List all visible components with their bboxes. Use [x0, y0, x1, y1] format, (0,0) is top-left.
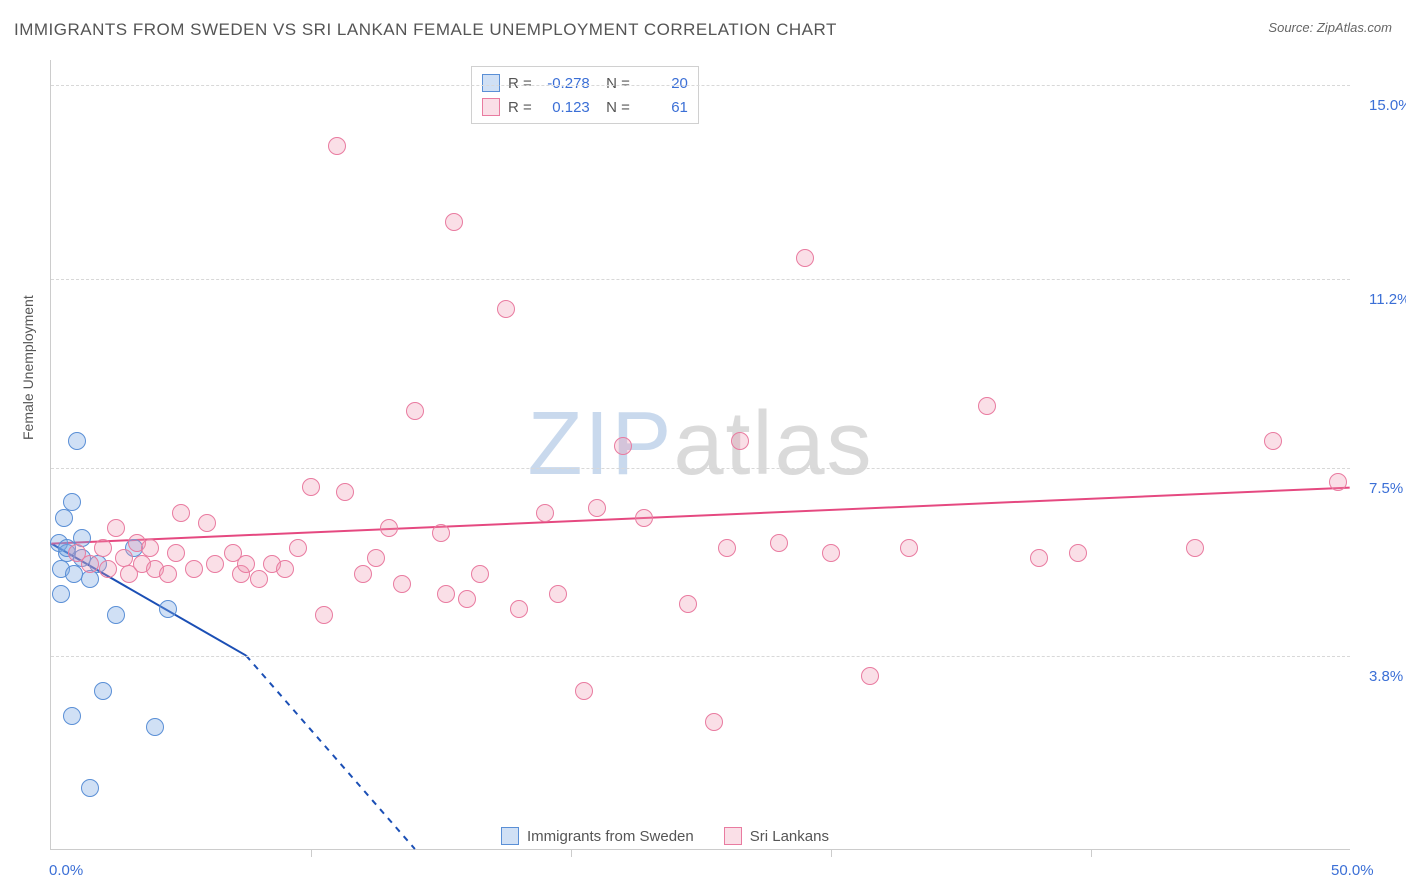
x-tick	[571, 849, 572, 857]
data-point	[172, 504, 190, 522]
legend-swatch-srilanka	[724, 827, 742, 845]
data-point	[770, 534, 788, 552]
data-point	[705, 713, 723, 731]
gridline-h	[51, 468, 1350, 469]
gridline-h	[51, 279, 1350, 280]
data-point	[315, 606, 333, 624]
data-point	[510, 600, 528, 618]
y-tick-label: 11.2%	[1369, 291, 1406, 308]
data-point	[679, 595, 697, 613]
data-point	[635, 509, 653, 527]
trend-lines-layer	[51, 60, 1350, 849]
data-point	[367, 549, 385, 567]
scatter-plot: ZIPatlas R = -0.278 N = 20 R = 0.123 N =…	[50, 60, 1350, 850]
legend-swatch-sweden	[501, 827, 519, 845]
data-point	[250, 570, 268, 588]
data-point	[536, 504, 554, 522]
chart-header: IMMIGRANTS FROM SWEDEN VS SRI LANKAN FEM…	[14, 20, 1392, 50]
data-point	[99, 560, 117, 578]
x-tick	[831, 849, 832, 857]
data-point	[81, 779, 99, 797]
y-tick-label: 3.8%	[1369, 668, 1403, 685]
data-point	[978, 397, 996, 415]
trend-line	[51, 488, 1349, 544]
data-point	[94, 682, 112, 700]
series-legend: Immigrants from Sweden Sri Lankans	[501, 827, 829, 845]
data-point	[107, 606, 125, 624]
data-point	[497, 300, 515, 318]
data-point	[328, 137, 346, 155]
data-point	[198, 514, 216, 532]
data-point	[141, 539, 159, 557]
data-point	[1186, 539, 1204, 557]
data-point	[237, 555, 255, 573]
data-point	[107, 519, 125, 537]
data-point	[185, 560, 203, 578]
legend-item: Sri Lankans	[724, 827, 829, 845]
data-point	[549, 585, 567, 603]
data-point	[167, 544, 185, 562]
data-point	[1264, 432, 1282, 450]
source-label: Source:	[1268, 20, 1313, 35]
data-point	[1030, 549, 1048, 567]
data-point	[796, 249, 814, 267]
data-point	[276, 560, 294, 578]
data-point	[445, 213, 463, 231]
x-max-label: 50.0%	[1331, 862, 1374, 879]
data-point	[471, 565, 489, 583]
data-point	[302, 478, 320, 496]
data-point	[289, 539, 307, 557]
source-name: ZipAtlas.com	[1317, 20, 1392, 35]
data-point	[159, 600, 177, 618]
data-point	[336, 483, 354, 501]
data-point	[588, 499, 606, 517]
data-point	[81, 555, 99, 573]
data-point	[731, 432, 749, 450]
x-tick	[1091, 849, 1092, 857]
y-tick-label: 7.5%	[1369, 480, 1403, 497]
legend-label: Immigrants from Sweden	[527, 828, 694, 845]
data-point	[458, 590, 476, 608]
data-point	[432, 524, 450, 542]
data-point	[68, 432, 86, 450]
y-axis-label: Female Unemployment	[20, 295, 36, 440]
data-point	[65, 565, 83, 583]
chart-title: IMMIGRANTS FROM SWEDEN VS SRI LANKAN FEM…	[14, 20, 837, 39]
data-point	[575, 682, 593, 700]
x-origin-label: 0.0%	[49, 862, 83, 879]
data-point	[900, 539, 918, 557]
gridline-h	[51, 656, 1350, 657]
y-tick-label: 15.0%	[1369, 97, 1406, 114]
data-point	[1069, 544, 1087, 562]
data-point	[206, 555, 224, 573]
legend-label: Sri Lankans	[750, 828, 829, 845]
data-point	[354, 565, 372, 583]
trend-line	[246, 656, 415, 849]
gridline-h	[51, 85, 1350, 86]
data-point	[1329, 473, 1347, 491]
x-tick	[311, 849, 312, 857]
data-point	[146, 718, 164, 736]
data-point	[94, 539, 112, 557]
data-point	[55, 509, 73, 527]
source-attribution: Source: ZipAtlas.com	[1268, 20, 1392, 35]
data-point	[393, 575, 411, 593]
data-point	[437, 585, 455, 603]
data-point	[822, 544, 840, 562]
data-point	[380, 519, 398, 537]
data-point	[63, 707, 81, 725]
data-point	[861, 667, 879, 685]
data-point	[52, 585, 70, 603]
data-point	[406, 402, 424, 420]
legend-item: Immigrants from Sweden	[501, 827, 694, 845]
data-point	[718, 539, 736, 557]
data-point	[614, 437, 632, 455]
data-point	[159, 565, 177, 583]
